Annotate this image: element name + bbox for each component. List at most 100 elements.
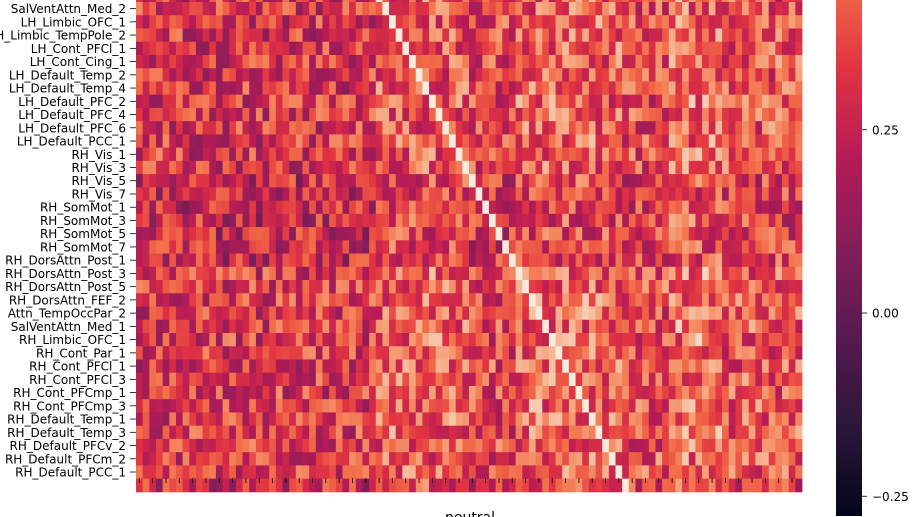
- heatmap-cell: [788, 174, 796, 188]
- heatmap-cell: [175, 28, 184, 43]
- heatmap-cell: [695, 107, 703, 122]
- heatmap-cell: [175, 306, 184, 321]
- heatmap-cell: [782, 174, 790, 188]
- heatmap-cell: [682, 333, 690, 347]
- heatmap-cell: [229, 293, 237, 307]
- heatmap-cell: [628, 412, 636, 427]
- heatmap-cell: [555, 134, 563, 149]
- heatmap-cell: [169, 147, 177, 162]
- heatmap-cell: [762, 438, 770, 453]
- heatmap-cell: [762, 107, 770, 122]
- heatmap-cell: [788, 266, 796, 281]
- heatmap-cell: [342, 187, 350, 201]
- heatmap-cell: [375, 478, 383, 493]
- x-tick-marks: [138, 478, 793, 483]
- heatmap-cell: [375, 174, 383, 188]
- heatmap-cell: [255, 385, 263, 400]
- heatmap-cell: [608, 438, 616, 453]
- heatmap-cell: [662, 359, 670, 374]
- heatmap-cell: [775, 147, 783, 162]
- heatmap-cell: [189, 385, 197, 400]
- heatmap-cell: [189, 213, 197, 228]
- heatmap-cell: [762, 200, 770, 215]
- heatmap-cell: [149, 134, 157, 149]
- heatmap-cell: [369, 15, 377, 29]
- heatmap-cell: [502, 465, 510, 480]
- heatmap-cell: [455, 425, 463, 440]
- heatmap-cell: [335, 452, 343, 466]
- heatmap-cell: [682, 94, 690, 109]
- heatmap-cell: [335, 359, 343, 374]
- heatmap-cell: [202, 253, 210, 268]
- heatmap-cell: [742, 478, 750, 493]
- heatmap-cell: [295, 54, 303, 69]
- heatmap-cell: [215, 68, 223, 82]
- heatmap-cell: [422, 0, 430, 3]
- heatmap-cell: [742, 359, 750, 374]
- heatmap-cell: [255, 94, 263, 109]
- heatmap-cell: [335, 478, 343, 493]
- heatmap-cell: [389, 399, 397, 413]
- heatmap-cell: [389, 200, 397, 215]
- heatmap-cell: [682, 0, 690, 3]
- heatmap-cell: [409, 54, 417, 69]
- heatmap-cell: [582, 399, 590, 413]
- heatmap-cell: [595, 240, 603, 254]
- heatmap-cell: [775, 253, 783, 268]
- heatmap-cell: [369, 385, 377, 400]
- heatmap-cell: [235, 359, 243, 374]
- heatmap-cell: [602, 121, 610, 135]
- heatmap-cell: [142, 0, 150, 3]
- heatmap-cell: [442, 227, 450, 241]
- heatmap-cell: [482, 41, 490, 56]
- heatmap-cell: [508, 213, 517, 228]
- heatmap-cell: [722, 266, 730, 281]
- heatmap-cell: [375, 2, 383, 16]
- heatmap-cell: [782, 160, 790, 175]
- heatmap-cell: [475, 478, 483, 493]
- heatmap-cell: [215, 385, 223, 400]
- heatmap-cell: [628, 372, 636, 387]
- heatmap-cell: [495, 107, 503, 122]
- heatmap-cell: [622, 187, 630, 201]
- heatmap-cell: [548, 319, 556, 334]
- heatmap-cell: [488, 107, 497, 122]
- heatmap-cell: [295, 385, 303, 400]
- heatmap-cell: [409, 187, 417, 201]
- heatmap-cell: [562, 94, 570, 109]
- heatmap-cell: [608, 293, 616, 307]
- heatmap-cell: [449, 68, 457, 82]
- heatmap-cell: [782, 333, 790, 347]
- heatmap-cell: [315, 160, 323, 175]
- heatmap-cell: [315, 306, 323, 321]
- heatmap-cell: [382, 465, 390, 480]
- heatmap-cell: [648, 94, 656, 109]
- heatmap-cell: [229, 385, 237, 400]
- heatmap-cell: [375, 253, 383, 268]
- heatmap-cell: [642, 213, 650, 228]
- heatmap-cell: [662, 54, 670, 69]
- heatmap-cell: [655, 359, 663, 374]
- heatmap-cell: [209, 15, 217, 29]
- heatmap-cell: [229, 160, 237, 175]
- heatmap-cell: [668, 346, 676, 360]
- heatmap-cell: [369, 41, 377, 56]
- heatmap-cell: [582, 359, 590, 374]
- heatmap-cell: [588, 280, 596, 294]
- heatmap-cell: [682, 15, 690, 29]
- heatmap-cell: [329, 346, 337, 360]
- heatmap-cell: [755, 425, 763, 440]
- heatmap-cell: [402, 333, 410, 347]
- heatmap-cell: [702, 333, 710, 347]
- heatmap-cell: [455, 319, 463, 334]
- heatmap-cell: [788, 15, 796, 29]
- heatmap-cell: [775, 227, 783, 241]
- heatmap-cell: [622, 293, 630, 307]
- heatmap-cell: [295, 359, 303, 374]
- heatmap-cell: [675, 147, 683, 162]
- heatmap-cell: [395, 478, 403, 493]
- heatmap-cell: [362, 81, 370, 96]
- heatmap-cell: [389, 372, 397, 387]
- heatmap-cell: [562, 253, 570, 268]
- heatmap-cell: [322, 465, 330, 480]
